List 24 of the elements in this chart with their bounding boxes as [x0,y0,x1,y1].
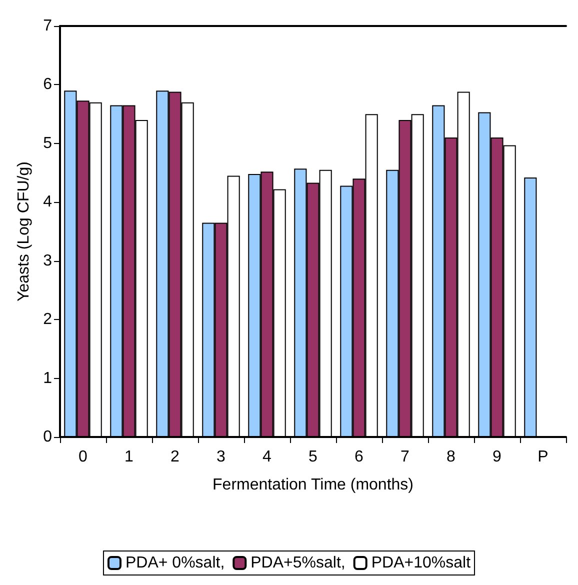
y-tick-label: 2 [43,311,52,328]
legend-label: PDA+ 0%salt, [125,554,225,572]
x-tick-label: P [538,448,548,466]
legend-label: PDA+5%salt, [250,554,346,572]
y-axis-title: Yeasts (Log CFU/g) [16,162,32,302]
y-tick-label: 3 [43,252,52,270]
y-tick-label: 5 [43,134,52,152]
x-tick-label: 9 [492,448,502,466]
y-tick-label: 0 [43,428,52,446]
legend-label: PDA+10%salt [371,554,472,572]
x-tick-label: 7 [400,448,410,466]
x-axis-title: Fermentation Time (months) [212,476,414,494]
x-tick-label: 6 [354,448,364,466]
x-tick-label: 1 [124,448,134,466]
x-tick-label: 2 [170,448,180,466]
x-tick-label: 3 [216,448,226,466]
y-tick-label: 7 [43,18,52,34]
y-tick-label: 1 [43,370,52,387]
y-tick-label: 4 [43,194,52,211]
x-tick-label: 5 [308,448,318,466]
x-tick-label: 0 [78,448,88,466]
y-tick-label: 6 [43,76,52,94]
x-tick-label: 8 [446,448,456,466]
x-tick-label: 4 [262,448,272,466]
